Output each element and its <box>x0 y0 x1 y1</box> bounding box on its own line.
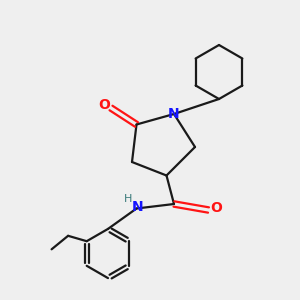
Text: H: H <box>124 194 132 204</box>
Text: O: O <box>98 98 110 112</box>
Text: N: N <box>132 200 144 214</box>
Text: O: O <box>210 202 222 215</box>
Text: N: N <box>168 107 180 121</box>
